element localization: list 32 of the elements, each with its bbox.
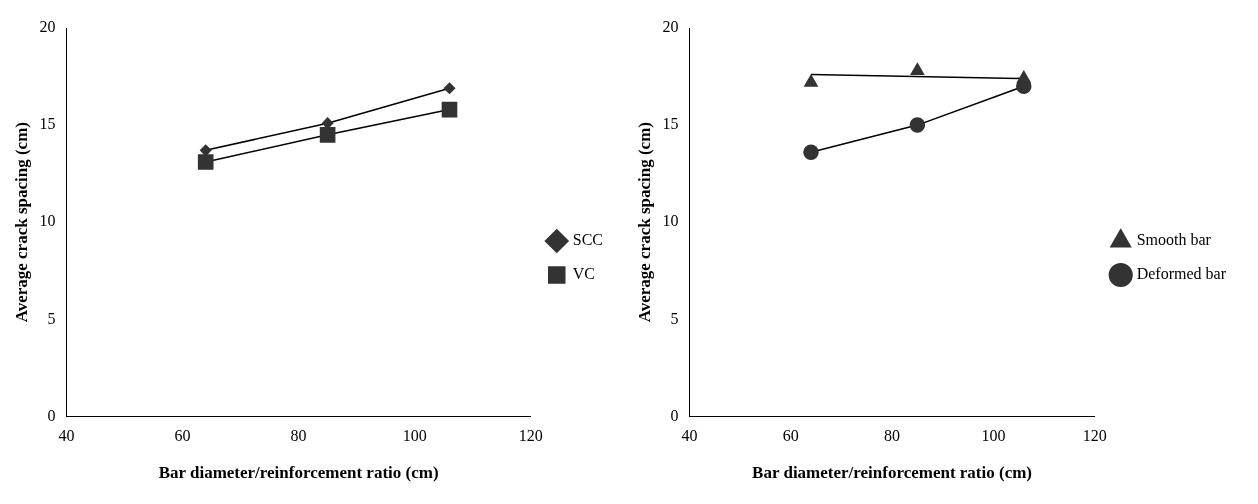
x-tick-label: 80 bbox=[290, 427, 307, 445]
y-tick-label: 5 bbox=[47, 309, 56, 327]
y-tick-label: 20 bbox=[662, 18, 679, 36]
y-axis-title: Average crack spacing (cm) bbox=[634, 122, 654, 323]
point bbox=[443, 82, 456, 94]
y-tick-label: 10 bbox=[662, 212, 679, 230]
legend-label: Smooth bar bbox=[1136, 231, 1212, 249]
y-tick-label: 10 bbox=[39, 212, 56, 230]
x-tick-label: 120 bbox=[518, 427, 543, 445]
y-tick-label: 15 bbox=[39, 115, 56, 133]
point bbox=[441, 101, 458, 118]
x-tick-label: 80 bbox=[884, 427, 901, 445]
x-tick-label: 60 bbox=[782, 427, 799, 445]
x-axis-title: Bar diameter/reinforcement ratio (cm) bbox=[752, 463, 1033, 483]
y-tick-label: 15 bbox=[662, 115, 679, 133]
x-tick-label: 100 bbox=[402, 427, 427, 445]
x-tick-label: 100 bbox=[981, 427, 1006, 445]
legend-label: VC bbox=[572, 265, 595, 283]
legend-label: SCC bbox=[572, 231, 604, 249]
y-tick-label: 20 bbox=[39, 18, 56, 36]
y-tick-label: 5 bbox=[670, 309, 679, 327]
point bbox=[319, 126, 336, 143]
point bbox=[197, 154, 214, 170]
x-tick-label: 40 bbox=[58, 427, 75, 445]
x-tick-label: 60 bbox=[174, 427, 191, 445]
y-tick-label: 0 bbox=[670, 406, 679, 424]
x-tick-label: 120 bbox=[1082, 427, 1107, 445]
y-axis-title: Average crack spacing (cm) bbox=[11, 122, 31, 323]
x-axis-title: Bar diameter/reinforcement ratio (cm) bbox=[158, 463, 439, 483]
legend-label: Deformed bar bbox=[1136, 265, 1227, 283]
y-tick-label: 0 bbox=[47, 406, 56, 424]
x-tick-label: 40 bbox=[681, 427, 698, 445]
